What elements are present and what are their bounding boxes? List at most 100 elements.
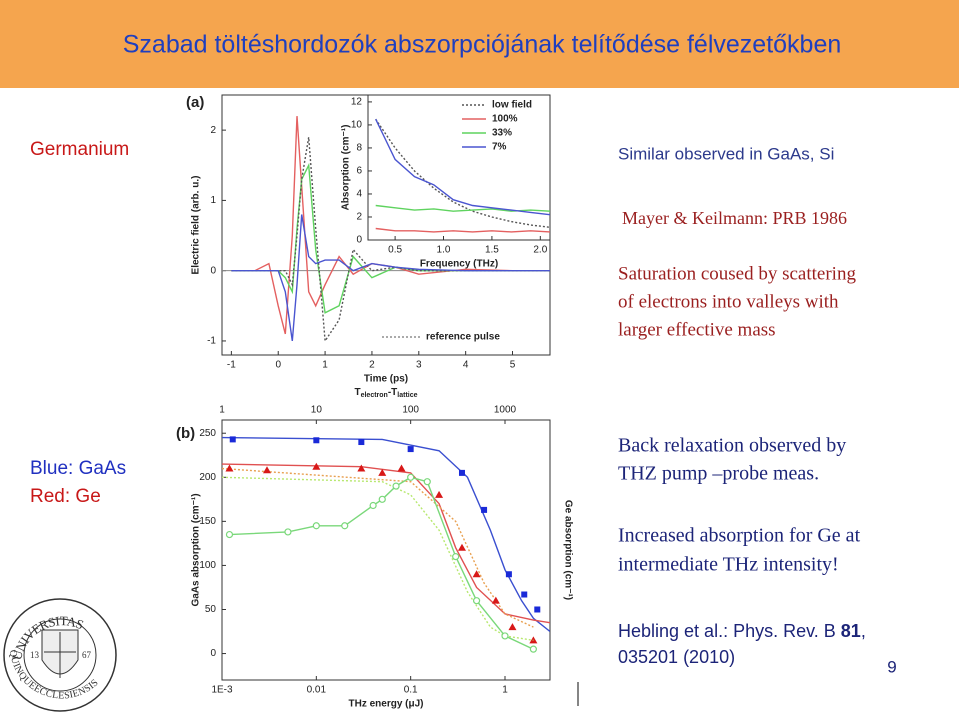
logo-ring bbox=[3, 598, 117, 712]
plot-area bbox=[375, 118, 550, 233]
x-tick-label: 1.5 bbox=[485, 245, 499, 256]
y-tick-label: 10 bbox=[351, 120, 363, 131]
label-germanium: Germanium bbox=[30, 139, 129, 160]
x-tick-label: 2.0 bbox=[533, 245, 547, 256]
note-line: Increased absorption for Ge at bbox=[618, 525, 861, 547]
series-line bbox=[375, 227, 550, 233]
y-tick-label: 6 bbox=[356, 166, 362, 177]
y-tick-label: 50 bbox=[205, 604, 217, 615]
note-line: Back relaxation observed by bbox=[618, 435, 846, 457]
top-tick-label: 1 bbox=[219, 405, 225, 416]
x-tick-label: 0.01 bbox=[307, 685, 327, 696]
x-tick-label: 4 bbox=[463, 360, 469, 371]
plot-frame bbox=[367, 94, 551, 241]
y-tick-label: 100 bbox=[199, 560, 216, 571]
x-tick-label: 0.5 bbox=[388, 245, 402, 256]
y-tick-label: 2 bbox=[210, 125, 216, 136]
marker bbox=[481, 506, 488, 513]
label-gaas: Blue: GaAs bbox=[30, 458, 126, 479]
marker bbox=[435, 490, 444, 498]
reference-pages: 035201 (2010) bbox=[618, 647, 735, 667]
marker bbox=[341, 522, 349, 530]
x-axis-title: Frequency (THz) bbox=[420, 259, 498, 270]
logo-right: 67 bbox=[82, 650, 92, 660]
panel-label: (a) bbox=[186, 94, 204, 111]
series-line bbox=[231, 137, 550, 343]
y-tick-label: 150 bbox=[199, 516, 216, 527]
series-line bbox=[222, 463, 550, 624]
top-tick-label: 1000 bbox=[494, 405, 517, 416]
x-axis-title: THz energy (μJ) bbox=[348, 699, 423, 710]
subscript: electron bbox=[361, 392, 388, 399]
marker bbox=[397, 464, 406, 472]
legend-label: low field bbox=[492, 100, 532, 111]
y-tick-label: 2 bbox=[356, 212, 362, 223]
x-tick-label: 2 bbox=[369, 360, 375, 371]
marker bbox=[357, 464, 366, 472]
y-tick-label: 200 bbox=[199, 472, 216, 483]
marker bbox=[263, 466, 272, 474]
marker bbox=[229, 436, 236, 443]
x-tick-label: -1 bbox=[227, 360, 236, 371]
marker bbox=[452, 553, 460, 561]
series-line bbox=[375, 118, 550, 228]
panel-label: (b) bbox=[176, 425, 195, 442]
top-tick-label: 10 bbox=[311, 405, 323, 416]
y-tick-label: -1 bbox=[207, 336, 216, 347]
marker bbox=[369, 501, 377, 510]
y-tick-label: 4 bbox=[356, 189, 362, 200]
legend-label: 7% bbox=[492, 142, 507, 153]
x-tick-label: 3 bbox=[416, 360, 422, 371]
title-bar bbox=[0, 0, 959, 88]
note-line: larger effective mass bbox=[618, 319, 776, 340]
series-line bbox=[375, 118, 550, 216]
top-tick-label: 100 bbox=[402, 405, 419, 416]
top-axis-title: Telectron-Tlattice bbox=[354, 387, 417, 399]
marker bbox=[312, 462, 321, 470]
marker bbox=[501, 632, 509, 640]
marker bbox=[505, 571, 512, 578]
marker bbox=[312, 522, 320, 530]
reference-volume: 81 bbox=[841, 621, 861, 641]
y-axis-title: Absorption (cm⁻¹) bbox=[341, 125, 352, 211]
marker bbox=[491, 596, 500, 604]
y-tick-label: 1 bbox=[210, 195, 216, 206]
y-tick-label: 0 bbox=[210, 648, 216, 659]
plot-area bbox=[231, 116, 550, 343]
note-line: intermediate THz intensity! bbox=[618, 554, 839, 576]
marker bbox=[458, 469, 465, 476]
slide-title: Szabad töltéshordozók abszorpciójának te… bbox=[123, 31, 842, 59]
marker bbox=[472, 597, 481, 605]
marker bbox=[457, 543, 466, 551]
reference: Hebling et al.: Phys. Rev. B 81, bbox=[618, 621, 866, 641]
marker bbox=[407, 446, 414, 453]
y-tick-label: 8 bbox=[356, 143, 362, 154]
annotation: reference pulse bbox=[426, 332, 500, 343]
marker bbox=[225, 530, 234, 539]
logo-left: 13 bbox=[30, 650, 40, 660]
y2-axis-title: Ge absorption (cm⁻¹) bbox=[562, 500, 573, 600]
note-line: THZ pump –probe meas. bbox=[618, 463, 819, 485]
marker bbox=[508, 623, 517, 631]
marker bbox=[284, 528, 292, 536]
y-tick-label: 12 bbox=[351, 97, 363, 108]
note-mayer: Mayer & Keilmann: PRB 1986 bbox=[622, 208, 847, 228]
x-tick-label: 0.1 bbox=[404, 685, 418, 696]
series-line bbox=[231, 116, 550, 335]
y-axis-title: Electric field (arb. u.) bbox=[191, 176, 202, 275]
label-ge: Red: Ge bbox=[30, 486, 101, 507]
marker bbox=[378, 468, 387, 476]
legend-label: 33% bbox=[492, 128, 512, 139]
x-tick-label: 5 bbox=[510, 360, 516, 371]
note-line: of electrons into valleys with bbox=[618, 291, 839, 312]
marker bbox=[521, 591, 528, 598]
series-line bbox=[222, 436, 550, 633]
legend-label: 100% bbox=[492, 114, 518, 125]
x-tick-label: 0 bbox=[275, 360, 281, 371]
marker bbox=[529, 645, 537, 653]
marker bbox=[313, 437, 320, 444]
label-part: -T bbox=[388, 387, 397, 398]
